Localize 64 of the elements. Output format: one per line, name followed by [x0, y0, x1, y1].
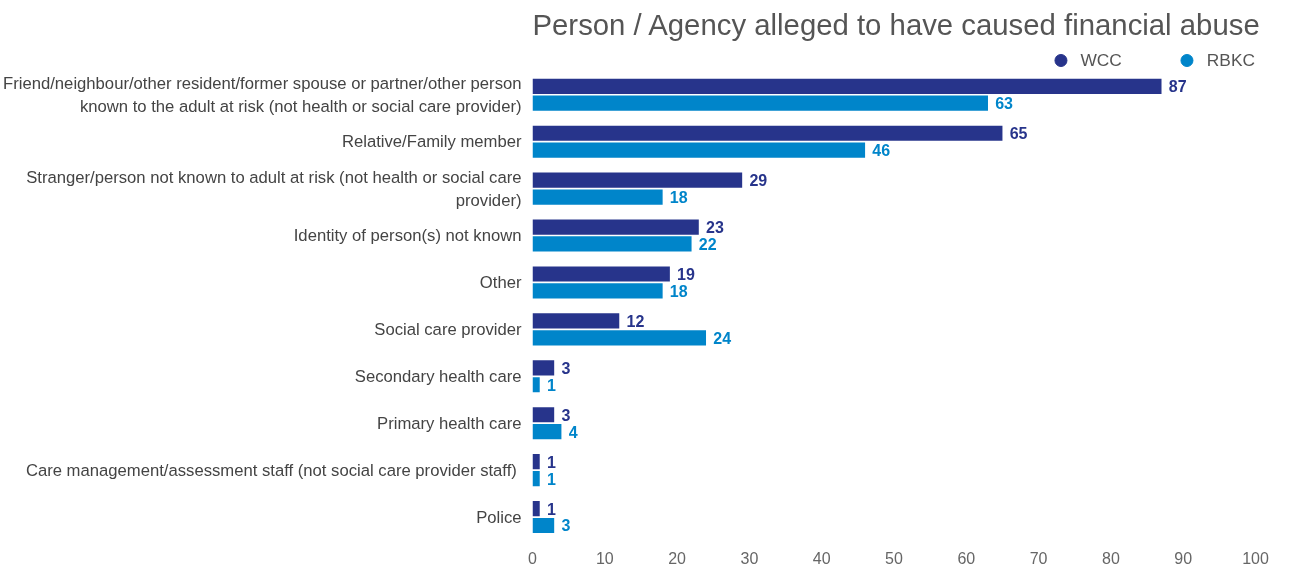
data-label: 1	[546, 500, 556, 518]
data-label: 87	[1168, 78, 1187, 96]
data-label: 65	[1009, 125, 1028, 143]
data-label: 1	[546, 470, 556, 488]
bar	[532, 78, 1162, 94]
chart-title: Person / Agency alleged to have caused financial abuse	[532, 7, 1260, 41]
bar	[532, 470, 540, 487]
data-label: 46	[872, 142, 891, 160]
bar	[532, 360, 555, 376]
x-tick-label: 0	[528, 549, 538, 567]
bar	[532, 313, 620, 329]
bar	[532, 407, 555, 423]
bar	[532, 125, 1003, 141]
bar	[532, 454, 540, 470]
x-tick-label: 30	[740, 549, 759, 567]
data-label: 12	[626, 312, 645, 330]
x-tick-label: 20	[668, 549, 687, 567]
data-label: 18	[669, 282, 688, 300]
x-tick-label: 100	[1242, 549, 1269, 567]
data-label: 24	[713, 329, 732, 347]
data-label: 1	[546, 376, 556, 394]
x-tick-label: 60	[957, 549, 976, 567]
y-tick-label: Secondary health care	[354, 366, 522, 386]
bar	[532, 500, 540, 517]
y-tick-label: Primary health care	[377, 413, 522, 433]
bar	[532, 142, 866, 158]
legend-label: WCC	[1080, 49, 1122, 71]
y-tick-label: Police	[476, 507, 522, 527]
bar	[532, 283, 663, 299]
y-tick-label: Other	[479, 272, 522, 292]
bar	[532, 172, 743, 188]
data-label: 29	[749, 172, 768, 190]
bar	[532, 424, 562, 440]
data-label: 3	[561, 406, 571, 424]
legend-label: RBKC	[1206, 49, 1255, 71]
data-label: 1	[546, 453, 556, 471]
bar	[532, 219, 699, 235]
data-label: 18	[669, 189, 688, 207]
x-tick-label: 80	[1102, 549, 1120, 567]
y-tick-label: Social care provider	[374, 319, 522, 339]
y-tick-label: Care management/assessment staff (not social care provider staff)	[25, 460, 517, 480]
data-label: 22	[698, 235, 717, 253]
bar	[532, 517, 555, 534]
x-tick-label: 90	[1174, 549, 1193, 567]
x-tick-label: 40	[812, 549, 831, 567]
x-tick-label: 10	[595, 549, 614, 567]
x-tick-label: 50	[885, 549, 903, 567]
bar	[532, 236, 692, 252]
y-tick-label: Relative/Family member	[341, 132, 522, 152]
data-label: 23	[706, 219, 724, 237]
data-label: 3	[561, 359, 571, 377]
data-label: 3	[561, 517, 571, 535]
bar	[532, 95, 988, 111]
bar	[532, 330, 707, 346]
data-label: 63	[995, 95, 1014, 113]
x-tick-label: 70	[1029, 549, 1048, 567]
data-label: 4	[568, 423, 578, 441]
y-tick-label: Friend/neighbour/other resident/former spouse or partner/other person known to the adult at risk (not health or social care provider)	[3, 73, 522, 116]
y-tick-label: Stranger/person not known to adult at risk (not health or social care provider)	[26, 167, 522, 210]
y-tick-label: Identity of person(s) not known	[293, 226, 522, 246]
bar	[532, 189, 663, 205]
bar	[532, 377, 540, 393]
data-label: 19	[677, 266, 695, 283]
bar	[532, 266, 670, 282]
